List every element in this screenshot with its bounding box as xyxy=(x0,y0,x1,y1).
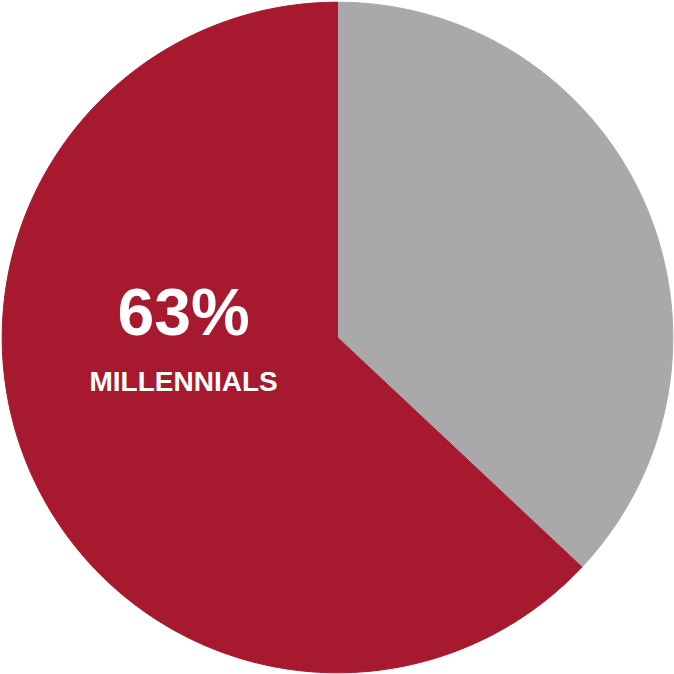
svg-text:MILLENNIALS: MILLENNIALS xyxy=(90,366,278,397)
svg-text:63%: 63% xyxy=(118,275,250,349)
